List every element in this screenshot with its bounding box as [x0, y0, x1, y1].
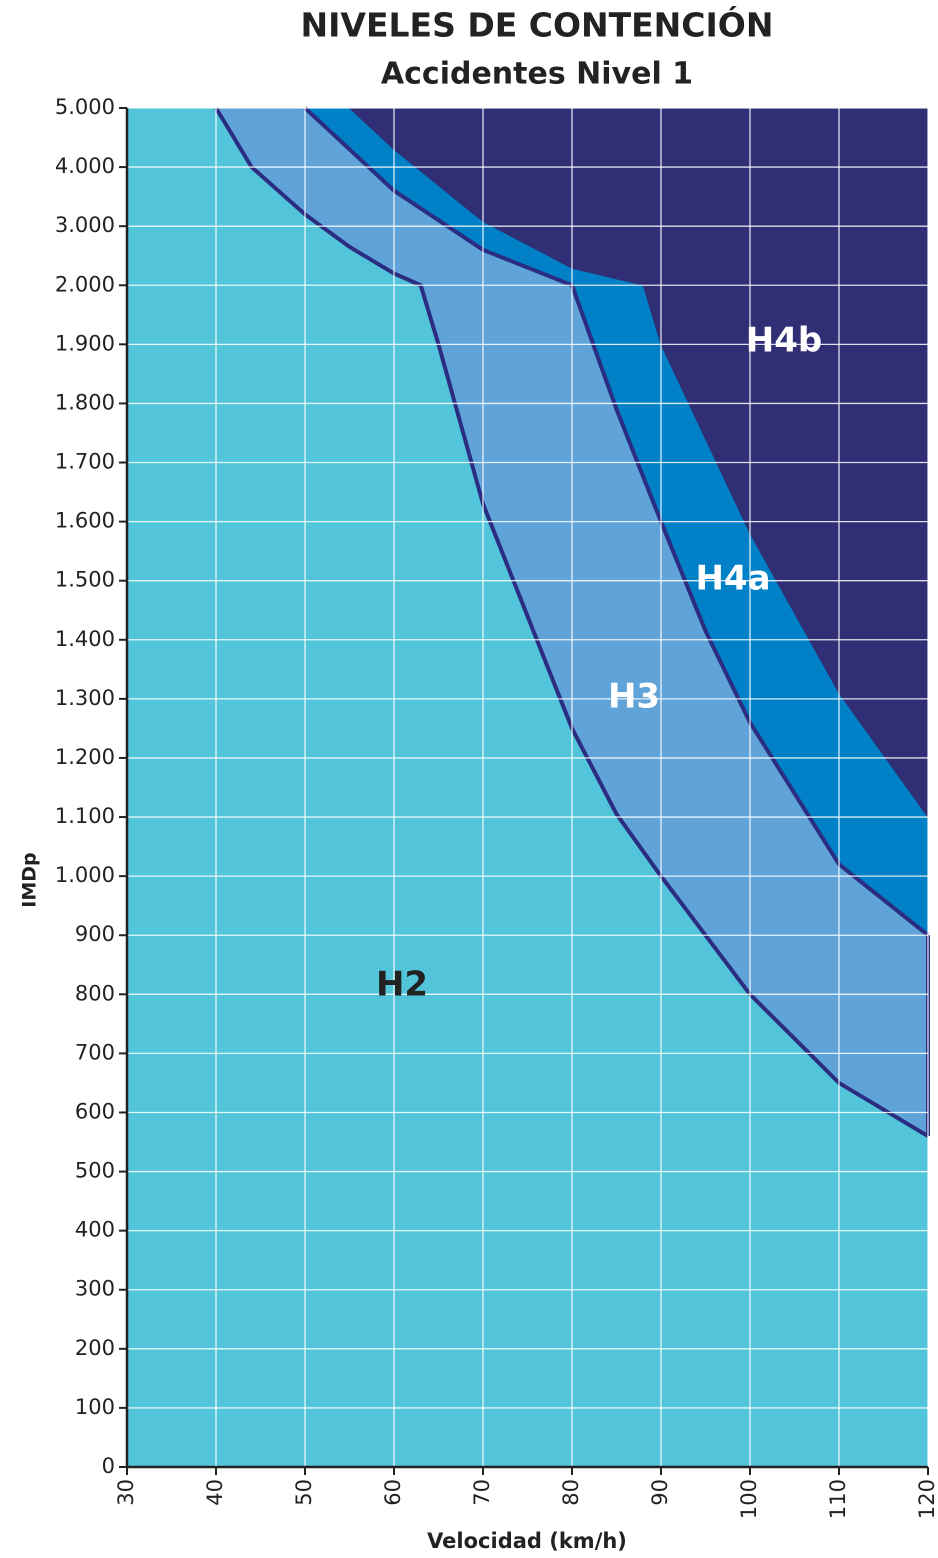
y-tick-label: 300	[75, 1277, 115, 1301]
y-tick-label: 1.300	[55, 686, 115, 710]
y-tick-label: 700	[75, 1040, 115, 1064]
y-tick-label: 1.900	[55, 331, 115, 355]
x-axis-label: Velocidad (km/h)	[427, 1529, 627, 1553]
x-tick-label: 120	[915, 1479, 938, 1519]
x-tick-label: 60	[381, 1479, 405, 1506]
y-tick-label: 200	[75, 1336, 115, 1360]
y-axis-label: IMDp	[19, 852, 41, 907]
y-tick-label: 1.000	[55, 863, 115, 887]
y-tick-label: 1.100	[55, 804, 115, 828]
y-tick-label: 1.700	[55, 450, 115, 474]
x-tick-label: 100	[737, 1479, 761, 1519]
region-label: H4a	[695, 559, 770, 599]
y-tick-label: 1.200	[55, 745, 115, 769]
y-tick-label: 4.000	[55, 154, 115, 178]
y-tick-label: 1.600	[55, 509, 115, 533]
y-tick-label: 600	[75, 1099, 115, 1123]
x-tick-label: 30	[114, 1479, 138, 1506]
x-tick-label: 110	[826, 1479, 850, 1519]
y-tick-label: 5.000	[55, 95, 115, 119]
boundary-line	[303, 106, 930, 937]
x-tick-label: 90	[648, 1479, 672, 1506]
x-tick-label: 80	[559, 1479, 583, 1506]
y-tick-label: 900	[75, 922, 115, 946]
y-tick-label: 0	[102, 1454, 115, 1478]
y-tick-label: 400	[75, 1218, 115, 1242]
x-tick-label: 50	[292, 1479, 316, 1506]
y-tick-label: 3.000	[55, 213, 115, 237]
y-tick-label: 800	[75, 981, 115, 1005]
region-label: H3	[608, 677, 660, 717]
y-tick-label: 2.000	[55, 272, 115, 296]
region-label: H2	[376, 965, 428, 1005]
chart-title: NIVELES DE CONTENCIÓN	[301, 5, 774, 45]
chart-subtitle: Accidentes Nivel 1	[381, 57, 693, 92]
y-tick-label: 1.400	[55, 627, 115, 651]
y-tick-label: 500	[75, 1159, 115, 1183]
x-tick-label: 40	[203, 1479, 227, 1506]
x-tick-label: 70	[470, 1479, 494, 1506]
y-tick-label: 100	[75, 1395, 115, 1419]
y-tick-label: 1.500	[55, 568, 115, 592]
region-label: H4b	[746, 321, 822, 361]
y-tick-label: 1.800	[55, 390, 115, 414]
